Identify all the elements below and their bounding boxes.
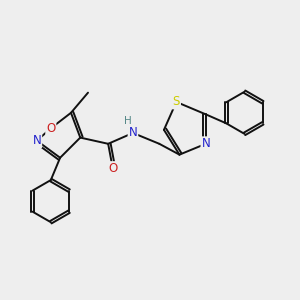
Text: O: O bbox=[108, 162, 117, 175]
Text: N: N bbox=[129, 127, 137, 140]
Text: O: O bbox=[46, 122, 56, 135]
Text: N: N bbox=[201, 137, 210, 150]
Text: H: H bbox=[124, 116, 132, 126]
Text: N: N bbox=[32, 134, 41, 147]
Text: S: S bbox=[173, 95, 180, 109]
